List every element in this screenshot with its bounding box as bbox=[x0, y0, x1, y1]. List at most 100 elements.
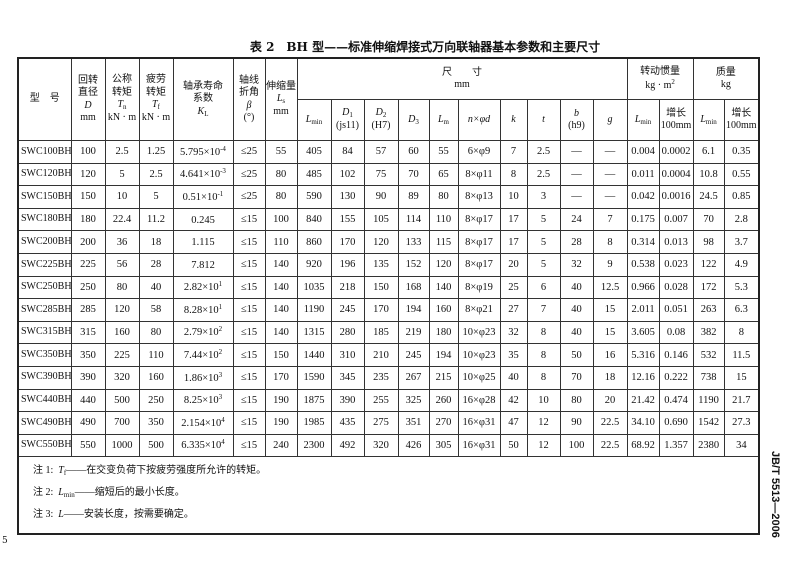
value-cell: 8.25×103 bbox=[172, 388, 234, 413]
model-cell: SWC315BH bbox=[17, 320, 72, 345]
value-cell: 1.25 bbox=[138, 140, 174, 164]
value-cell: 0.55 bbox=[723, 162, 760, 187]
value-cell: 194 bbox=[397, 298, 430, 322]
header-mass-growth: 增长 100mm bbox=[723, 99, 760, 141]
value-cell: 105 bbox=[363, 207, 399, 232]
value-cell: 6.1 bbox=[692, 140, 725, 164]
value-cell: 250 bbox=[138, 388, 174, 413]
value-cell: — bbox=[592, 185, 628, 209]
value-cell: 382 bbox=[692, 320, 725, 345]
header-stretch: 伸缩量 Ls mm bbox=[264, 57, 298, 141]
value-cell: 8.28×101 bbox=[172, 298, 234, 322]
value-cell: 0.690 bbox=[658, 411, 694, 435]
value-cell: 135 bbox=[363, 252, 399, 277]
value-cell: 351 bbox=[397, 411, 430, 435]
value-cell: 40 bbox=[499, 365, 528, 390]
value-cell: 8 bbox=[526, 320, 561, 345]
value-cell: 2.8 bbox=[723, 207, 760, 232]
value-cell: 0.023 bbox=[658, 252, 694, 277]
value-cell: 180 bbox=[428, 320, 459, 345]
value-cell: 2.5 bbox=[526, 140, 561, 164]
value-cell: 24 bbox=[559, 207, 594, 232]
value-cell: 738 bbox=[692, 365, 725, 390]
value-cell: 68.92 bbox=[626, 433, 660, 458]
value-cell: 80 bbox=[264, 185, 298, 209]
value-cell: 0.222 bbox=[658, 365, 694, 390]
value-cell: 492 bbox=[330, 433, 365, 458]
value-cell: 267 bbox=[397, 365, 430, 390]
value-cell: 7 bbox=[499, 140, 528, 164]
value-cell: 350 bbox=[138, 411, 174, 435]
header-model: 型 号 bbox=[17, 57, 72, 141]
value-cell: 32 bbox=[499, 320, 528, 345]
value-cell: 320 bbox=[104, 365, 140, 390]
value-cell: 55 bbox=[264, 140, 298, 164]
value-cell: 2.011 bbox=[626, 298, 660, 322]
value-cell: 390 bbox=[70, 365, 106, 390]
value-cell: 1190 bbox=[296, 298, 332, 322]
value-cell: 8 bbox=[526, 343, 561, 367]
model-cell: SWC100BH bbox=[17, 140, 72, 164]
value-cell: 0.051 bbox=[658, 298, 694, 322]
value-cell: 260 bbox=[428, 388, 459, 413]
value-cell: 325 bbox=[397, 388, 430, 413]
value-cell: 190 bbox=[264, 411, 298, 435]
value-cell: 255 bbox=[363, 388, 399, 413]
value-cell: 500 bbox=[138, 433, 174, 458]
value-cell: 24.5 bbox=[692, 185, 725, 209]
table-row: SWC440BH 440 500 250 8.25×103 ≤15 190 1875 390 25… bbox=[17, 388, 760, 413]
table-row: SWC225BH 225 56 28 7.812 ≤15 140 920 196 135 152 12… bbox=[17, 252, 760, 277]
value-cell: 0.474 bbox=[658, 388, 694, 413]
value-cell: 8 bbox=[723, 320, 760, 345]
value-cell: 0.146 bbox=[658, 343, 694, 367]
value-cell: 3.7 bbox=[723, 230, 760, 254]
value-cell: 700 bbox=[104, 411, 140, 435]
value-cell: 18 bbox=[592, 365, 628, 390]
value-cell: 0.08 bbox=[658, 320, 694, 345]
value-cell: 15 bbox=[592, 320, 628, 345]
value-cell: 245 bbox=[330, 298, 365, 322]
header-axis-angle: 轴线 折角 β (°) bbox=[232, 57, 266, 141]
value-cell: 5 bbox=[526, 207, 561, 232]
model-cell: SWC200BH bbox=[17, 230, 72, 254]
value-cell: 75 bbox=[363, 162, 399, 187]
value-cell: 27 bbox=[499, 298, 528, 322]
value-cell: 11.5 bbox=[723, 343, 760, 367]
value-cell: 140 bbox=[428, 275, 459, 300]
value-cell: 0.538 bbox=[626, 252, 660, 277]
value-cell: ≤25 bbox=[232, 162, 266, 187]
value-cell: 590 bbox=[296, 185, 332, 209]
header-nominal-torque: 公称 转矩 Tn kN · m bbox=[104, 57, 140, 141]
value-cell: 70 bbox=[397, 162, 430, 187]
value-cell: 0.0016 bbox=[658, 185, 694, 209]
value-cell: 5 bbox=[526, 252, 561, 277]
value-cell: 40 bbox=[138, 275, 174, 300]
value-cell: 150 bbox=[363, 275, 399, 300]
value-cell: 185 bbox=[363, 320, 399, 345]
value-cell: 6 bbox=[526, 275, 561, 300]
value-cell: ≤15 bbox=[232, 298, 266, 322]
value-cell: 10×φ23 bbox=[457, 320, 501, 345]
value-cell: 1035 bbox=[296, 275, 332, 300]
value-cell: 440 bbox=[70, 388, 106, 413]
value-cell: 210 bbox=[363, 343, 399, 367]
value-cell: 0.007 bbox=[658, 207, 694, 232]
table-row: SWC550BH 550 1000 500 6.335×104 ≤15 240 2300 492… bbox=[17, 433, 760, 458]
value-cell: 0.314 bbox=[626, 230, 660, 254]
value-cell: 225 bbox=[104, 343, 140, 367]
value-cell: 150 bbox=[264, 343, 298, 367]
value-cell: 0.042 bbox=[626, 185, 660, 209]
value-cell: 240 bbox=[264, 433, 298, 458]
header-d2: D2 (H7) bbox=[363, 99, 399, 141]
value-cell: 1190 bbox=[692, 388, 725, 413]
value-cell: 114 bbox=[397, 207, 430, 232]
value-cell: — bbox=[559, 162, 594, 187]
value-cell: 4.9 bbox=[723, 252, 760, 277]
value-cell: 1315 bbox=[296, 320, 332, 345]
value-cell: 285 bbox=[70, 298, 106, 322]
value-cell: 122 bbox=[692, 252, 725, 277]
value-cell: 1875 bbox=[296, 388, 332, 413]
value-cell: ≤15 bbox=[232, 275, 266, 300]
value-cell: 6.335×104 bbox=[172, 433, 234, 458]
